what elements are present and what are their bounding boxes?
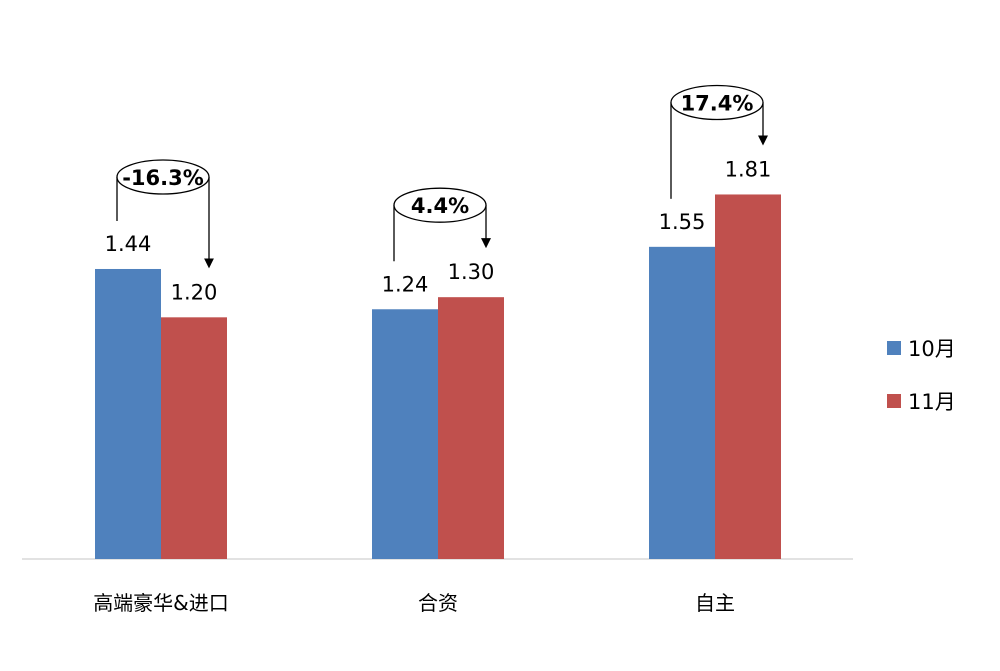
annotation-ellipse-0 xyxy=(116,159,210,195)
legend-swatch-oct xyxy=(887,341,901,355)
category-label-1: 合资 xyxy=(418,591,458,615)
bar-nov-1 xyxy=(438,297,504,559)
bar-oct-0 xyxy=(95,268,161,559)
change-annotation-1: 4.4% xyxy=(393,187,491,262)
category-label-2: 自主 xyxy=(695,591,735,615)
data-label-nov-0: 1.20 xyxy=(171,280,218,304)
annotation-ellipse-2 xyxy=(670,84,764,121)
category-label-0: 高端豪华&进口 xyxy=(93,591,229,615)
bar-nov-2 xyxy=(715,194,781,559)
data-label-oct-0: 1.44 xyxy=(105,232,152,256)
change-percentage-0: -16.3% xyxy=(122,166,204,190)
bar-oct-1 xyxy=(372,309,438,559)
data-label-nov-1: 1.30 xyxy=(448,260,495,284)
bar-nov-0 xyxy=(161,317,227,559)
data-label-oct-2: 1.55 xyxy=(659,210,706,234)
data-label-nov-2: 1.81 xyxy=(725,157,772,181)
legend-swatch-nov xyxy=(887,394,901,408)
change-annotation-2: 17.4% xyxy=(670,84,768,199)
change-annotation-0: -16.3% xyxy=(116,159,214,269)
annotation-ellipse-1 xyxy=(393,187,487,223)
bar-oct-2 xyxy=(649,246,715,559)
change-percentage-1: 4.4% xyxy=(411,194,469,218)
data-label-oct-1: 1.24 xyxy=(382,272,429,296)
legend-label-nov: 11月 xyxy=(908,390,956,414)
change-percentage-2: 17.4% xyxy=(681,91,754,115)
legend-label-oct: 10月 xyxy=(908,337,956,361)
